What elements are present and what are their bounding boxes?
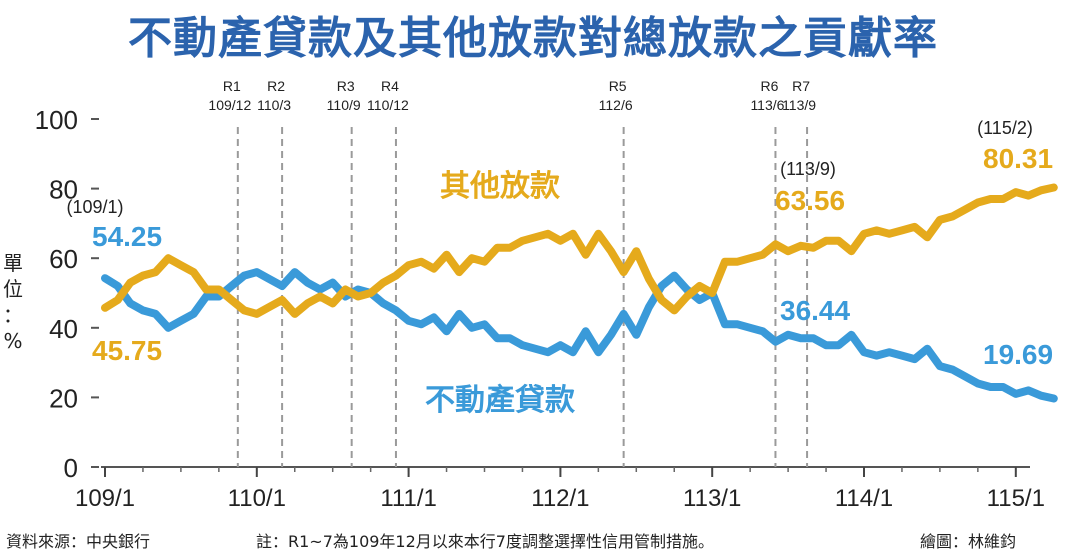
reference-date-R3: 110/9 [327,97,361,113]
x-tick-label: 113/1 [683,485,741,512]
y-axis-label-char: ： [3,303,23,327]
annotation-value: 19.69 [983,339,1053,370]
annotation-date: (113/9) [780,159,836,179]
series-label: 其他放款 [440,169,561,204]
y-tick-label: 0 [64,453,78,483]
chart-title: 不動產貸款及其他放款對總放款之貢獻率 [128,13,938,64]
y-tick-label: 100 [35,105,78,135]
y-axis-label-char: 單 [3,251,23,275]
annotation-value: 36.44 [780,295,850,326]
reference-code-R1: R1 [223,78,241,94]
y-axis-label-char: 位 [3,277,23,301]
reference-code-R4: R4 [381,78,399,94]
series-line-other [101,183,1058,318]
footer-source: 資料來源：中央銀行 [6,532,151,551]
reference-code-R3: R3 [337,78,355,94]
annotation-value: 63.56 [775,185,845,216]
reference-date-R5: 112/6 [599,97,633,113]
footer-note: 註：R1~7為109年12月以來本行7度調整選擇性信用管制措施。 [256,532,714,551]
reference-date-R2: 110/3 [257,97,291,113]
x-tick-label: 114/1 [835,485,893,512]
series-line-real-estate [101,268,1058,403]
reference-date-R7: 113/9 [782,97,816,113]
y-tick-label: 80 [49,175,78,205]
y-tick-label: 40 [49,314,78,344]
annotation-value: 54.25 [92,221,162,252]
annotation-value: 45.75 [92,335,162,366]
reference-date-R1: 109/12 [208,97,251,113]
x-tick-label: 109/1 [75,485,135,512]
annotation-date: (115/2) [977,118,1033,138]
footer-credit: 繪圖：林維鈞 [920,532,1017,551]
x-tick-label: 111/1 [380,485,437,512]
reference-code-R2: R2 [267,78,285,94]
x-tick-label: 115/1 [987,485,1045,512]
y-axis-label-char: % [3,329,22,353]
reference-code-R6: R6 [760,78,778,94]
annotation-date: (109/1) [66,197,123,217]
series-label: 不動產貸款 [425,383,576,418]
reference-code-R7: R7 [792,78,810,94]
y-tick-label: 60 [49,244,78,274]
reference-code-R5: R5 [609,78,627,94]
reference-date-R4: 110/12 [367,97,409,113]
x-tick-label: 112/1 [531,485,589,512]
x-tick-label: 110/1 [228,485,286,512]
annotation-value: 80.31 [983,143,1053,174]
y-tick-label: 20 [49,383,78,413]
reference-date-R6: 113/6 [750,97,784,113]
